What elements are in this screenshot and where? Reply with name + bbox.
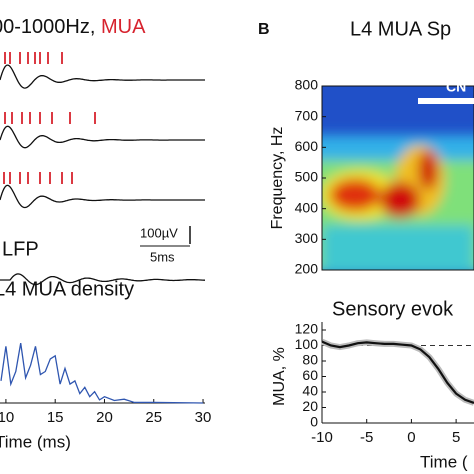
y-tick-label: 700 — [295, 107, 319, 123]
y-tick-label: 800 — [295, 77, 319, 93]
error-band — [320, 338, 474, 406]
scale-voltage: 100µV — [140, 225, 178, 240]
x-tick-label: -5 — [360, 429, 373, 446]
x-axis-label: Time ( — [420, 452, 468, 471]
panel-label: B — [258, 21, 270, 38]
x-tick-label: 25 — [145, 409, 162, 426]
y-tick-label: 600 — [295, 138, 319, 154]
x-tick-label: 15 — [47, 409, 64, 426]
data-line — [0, 342, 204, 404]
x-tick-label: -10 — [311, 429, 333, 446]
trace — [0, 273, 205, 286]
x-tick-label: 10 — [0, 409, 14, 426]
chart-title: Sensory evok — [332, 298, 454, 320]
lfp-label: LFP — [2, 238, 39, 260]
panel-a-title: 00-1000Hz, MUA — [0, 16, 146, 38]
panel-b-title: L4 MUA Sp — [350, 18, 451, 40]
y-tick-label: 300 — [295, 230, 319, 246]
trace — [0, 125, 205, 149]
stimulus-bar — [418, 98, 474, 104]
y-tick-label: 20 — [302, 398, 318, 414]
trace — [0, 64, 205, 89]
trace — [0, 184, 205, 209]
y-tick-label: 400 — [295, 199, 319, 215]
chart-title: L4 MUA density — [0, 278, 134, 300]
y-tick-label: 200 — [295, 261, 319, 277]
x-tick-label: 20 — [96, 409, 113, 426]
x-tick-label: 30 — [195, 409, 212, 426]
y-tick-label: 120 — [295, 321, 319, 337]
y-axis-label: Frequency, Hz — [269, 127, 286, 230]
y-tick-label: 100 — [295, 336, 319, 352]
y-tick-label: 500 — [295, 169, 319, 185]
y-tick-label: 0 — [310, 414, 318, 430]
x-tick-label: 5 — [452, 429, 460, 446]
traces — [0, 52, 205, 286]
y-tick-label: 80 — [302, 352, 318, 368]
y-tick-label: 60 — [302, 367, 318, 383]
scale-time: 5ms — [150, 249, 175, 264]
stimulus-label: CN — [446, 79, 466, 95]
spectrogram — [322, 86, 474, 270]
data-line — [321, 340, 474, 404]
y-axis-label: MUA, % — [271, 347, 288, 406]
y-tick-label: 40 — [302, 383, 318, 399]
x-tick-label: 0 — [407, 429, 415, 446]
x-axis-label: Time (ms) — [0, 432, 71, 451]
